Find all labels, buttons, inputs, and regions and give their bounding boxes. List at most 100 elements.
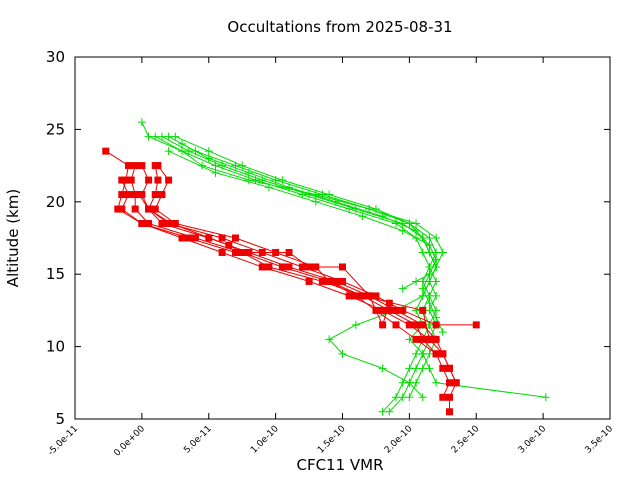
x-tick-label: 3.5e-10 bbox=[584, 424, 616, 456]
data-point bbox=[398, 226, 407, 235]
y-axis-label: Altitude (km) bbox=[4, 189, 22, 287]
chart-title: Occultations from 2025-08-31 bbox=[227, 18, 452, 36]
x-tick-label: 5.0e-11 bbox=[182, 424, 214, 456]
plot-frame bbox=[74, 56, 611, 420]
x-tick-label: 1.0e-10 bbox=[249, 424, 281, 456]
data-point bbox=[127, 176, 135, 184]
series-line bbox=[141, 165, 457, 384]
data-point bbox=[392, 321, 400, 329]
data-point bbox=[418, 349, 427, 358]
series-line bbox=[105, 150, 457, 412]
data-point bbox=[232, 248, 239, 256]
data-point bbox=[151, 191, 159, 199]
data-point bbox=[392, 306, 400, 314]
data-point bbox=[365, 292, 373, 300]
data-point bbox=[425, 291, 434, 300]
data-point bbox=[412, 321, 420, 329]
data-point bbox=[418, 248, 427, 257]
data-point bbox=[438, 328, 447, 337]
data-point bbox=[385, 306, 393, 314]
data-point bbox=[419, 335, 427, 343]
data-point bbox=[399, 306, 407, 314]
data-point bbox=[432, 313, 441, 322]
data-point bbox=[432, 306, 441, 315]
data-point bbox=[158, 191, 166, 199]
data-point bbox=[102, 147, 110, 155]
data-point bbox=[398, 284, 407, 293]
data-point bbox=[405, 321, 413, 329]
data-point bbox=[432, 277, 441, 286]
data-point bbox=[125, 191, 132, 199]
data-point bbox=[378, 407, 387, 416]
data-point bbox=[432, 378, 441, 387]
data-point bbox=[432, 291, 441, 300]
x-tick-label: 3.0e-10 bbox=[517, 424, 549, 456]
x-tick-label: 2.5e-10 bbox=[450, 424, 482, 456]
data-point bbox=[157, 132, 166, 141]
data-point bbox=[425, 248, 434, 257]
data-point bbox=[432, 234, 441, 242]
x-tick-label: 1.5e-10 bbox=[316, 424, 348, 456]
data-point bbox=[432, 335, 440, 343]
data-point bbox=[351, 320, 360, 329]
data-point bbox=[204, 154, 213, 163]
data-point bbox=[164, 132, 173, 141]
data-point bbox=[154, 176, 162, 184]
data-point bbox=[385, 407, 394, 416]
data-point bbox=[332, 277, 340, 285]
x-tick-label: 0.0e+00 bbox=[112, 424, 147, 459]
data-point bbox=[425, 234, 434, 242]
data-point bbox=[251, 176, 260, 185]
data-point bbox=[372, 292, 380, 300]
data-point bbox=[145, 220, 153, 228]
y-tick-label: 30 bbox=[46, 48, 65, 66]
data-point bbox=[425, 277, 434, 286]
data-point bbox=[278, 176, 287, 185]
y-tick-label: 20 bbox=[46, 193, 65, 211]
series-line bbox=[181, 143, 444, 333]
data-point bbox=[225, 241, 233, 249]
data-point bbox=[151, 132, 160, 141]
data-point bbox=[138, 162, 146, 170]
data-point bbox=[439, 393, 447, 401]
data-point bbox=[138, 220, 146, 228]
data-point bbox=[472, 321, 480, 329]
data-point bbox=[446, 364, 453, 372]
data-point bbox=[425, 306, 434, 315]
data-point bbox=[446, 379, 453, 387]
data-point bbox=[331, 197, 340, 206]
y-tick-label: 10 bbox=[46, 338, 65, 356]
data-point bbox=[258, 263, 266, 271]
series-group bbox=[127, 162, 453, 401]
data-point bbox=[446, 408, 453, 416]
data-point bbox=[211, 161, 220, 170]
data-point bbox=[339, 277, 346, 285]
data-point bbox=[405, 219, 414, 228]
data-point bbox=[265, 263, 273, 271]
data-point bbox=[379, 321, 387, 329]
y-tick-label: 15 bbox=[46, 265, 65, 283]
data-point bbox=[425, 299, 434, 308]
data-point bbox=[412, 335, 420, 343]
data-point bbox=[432, 321, 440, 329]
data-point bbox=[218, 248, 226, 256]
series-line bbox=[155, 136, 437, 398]
data-point bbox=[178, 234, 186, 242]
data-point bbox=[151, 205, 159, 213]
data-point bbox=[218, 234, 226, 242]
data-point bbox=[405, 378, 414, 387]
data-point bbox=[131, 162, 139, 170]
data-point bbox=[432, 255, 441, 264]
data-point bbox=[412, 277, 421, 286]
data-point bbox=[418, 277, 427, 286]
data-point bbox=[439, 350, 447, 358]
data-point bbox=[131, 205, 139, 213]
data-point bbox=[358, 212, 367, 221]
data-point bbox=[412, 306, 421, 315]
data-point bbox=[264, 183, 273, 192]
data-point bbox=[392, 393, 400, 402]
data-point bbox=[325, 335, 334, 344]
data-point bbox=[412, 349, 421, 358]
data-point bbox=[285, 263, 293, 271]
data-point bbox=[438, 248, 447, 257]
